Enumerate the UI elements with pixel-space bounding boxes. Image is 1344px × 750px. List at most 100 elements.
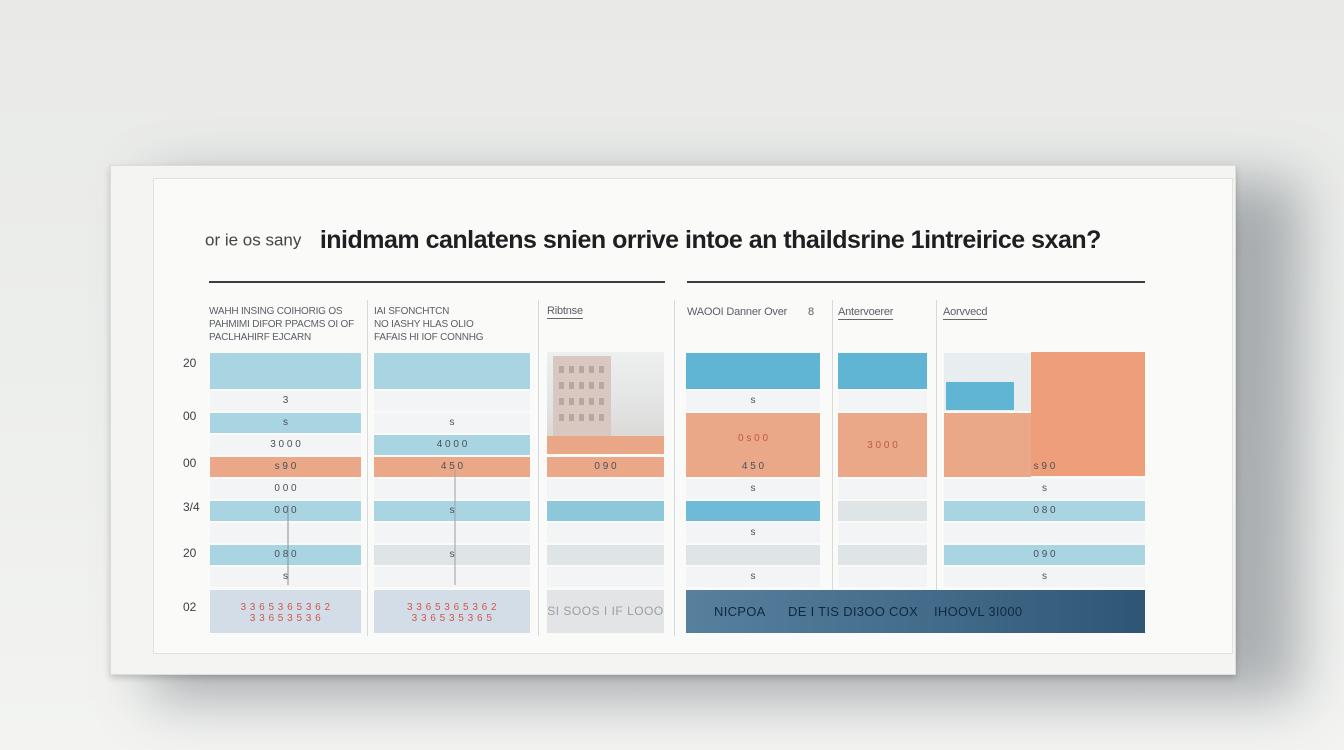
col1-band-7 [210,501,361,521]
col6-orange-block [1031,352,1145,476]
col2-band-10 [374,567,530,587]
title-rule-right [687,281,1145,283]
col2-header-line2: NO IASHY HLAS OLIO [374,319,474,330]
summary-left: NICPOA [714,604,766,619]
col3-band-3 [547,501,664,521]
col3-band-4 [547,523,664,543]
photo-floor [547,436,664,454]
col1-cell-e: 0 0 0 [274,483,297,494]
page-title: or ie os sany inidmam canlatens snien or… [205,226,1125,260]
col5-header: Antervoerer [838,306,893,320]
col4-band-7 [686,545,820,565]
row-label-6: 02 [183,600,197,614]
col2-footer: 3 3 6 5 3 6 5 3 6 2 3 3 6 5 3 5 3 6 5 [374,590,530,633]
title-rule-left [209,281,665,283]
row-label-5: 20 [183,546,197,560]
row-label-3: 00 [183,456,197,470]
col2-band-9 [374,545,530,565]
col2-band-6 [374,479,530,499]
col1-cell-c: 3 0 0 0 [270,439,301,450]
col4-band-6 [686,523,820,543]
col1-band-1 [210,353,361,389]
col4-cell-c: 4 5 0 [741,461,765,472]
col3-band-2 [547,479,664,499]
column-separator-3 [674,300,675,636]
col2-footer-line2: 3 3 6 5 3 5 3 6 5 [411,613,493,624]
col2-header: IAI SFONCHTCN NO IASHY HLAS OLIO FAFAIS … [374,305,484,344]
col6-band-3 [944,479,1145,499]
bar-chart-icon [946,382,1014,410]
col4-band-4 [686,479,820,499]
col4-band-2 [686,391,820,411]
col4-cell-e: s [750,527,756,538]
col2-cell-e: s [449,549,455,560]
col1-cell-h: s [283,571,288,582]
col2-cell-d: s [449,505,455,516]
row-label-4: 3/4 [183,500,200,514]
col1-header-line1: WAHH INSING COIHORIG OS [209,306,343,317]
row-label-1: 20 [183,356,197,370]
col1-cell-g: 0 8 0 [274,549,297,560]
cursor-mark-icon [287,505,289,585]
col1-header-line3: PACLHAHIRF EJCARN [209,332,311,343]
summary-right: IHOOVL 3I000 [934,604,1023,619]
col4b-header: 8 [808,306,814,319]
col3-band-5 [547,545,664,565]
summary-middle: DE I TIS DI3OO COX [788,604,919,619]
cursor-mark-icon [454,470,456,585]
col4-header-text: WAOOI Danner Over [687,306,788,318]
col2-header-line3: FAFAIS HI IOF CONNHG [374,332,484,343]
col6-band-5 [944,523,1145,543]
column-separator-5 [936,300,937,590]
col2-band-7 [374,501,530,521]
col4-cell-a: s [750,395,756,406]
col2-cell-a: s [449,417,455,428]
col1-cell-b: s [283,417,288,428]
col2-header-line1: IAI SFONCHTCN [374,306,450,317]
col3-footer-text: SI SOOS I IF LOOO [547,604,664,618]
col1-cell-d: s 9 0 [274,461,297,472]
col1-header-line2: PAHMIMI DIFOR PPACMS OI OF [209,319,354,330]
col6-cell-a: s [1042,483,1047,494]
row-label-2: 00 [183,409,197,423]
col5-cell-a: 3 0 0 0 [867,440,898,451]
col4-band-5 [686,501,820,521]
col1-band-3 [210,413,361,433]
col4-band-8 [686,567,820,587]
col5-band-5 [838,501,927,521]
col2-band-3 [374,413,530,433]
col2-band-5 [374,457,530,477]
col3-band-6 [547,567,664,587]
col6-cell-d: s [1042,571,1047,582]
col1-band-2 [210,391,361,411]
col4-cell-f: s [750,571,756,582]
col3-header: Ribtnse [547,305,583,319]
col2-cell-c: 4 5 0 [440,461,464,472]
col1-footer-line2: 3 3 6 5 3 5 3 6 [249,613,322,624]
column-separator-4 [832,300,833,590]
summary-bar: NICPOA DE I TIS DI3OO COX IHOOVL 3I000 [686,590,1145,633]
col1-header: WAHH INSING COIHORIG OS PAHMIMI DIFOR PP… [209,305,354,344]
col4-band-1 [686,353,820,389]
column-separator-1 [367,300,368,636]
col1-band-4 [210,435,361,455]
col1-band-9 [210,545,361,565]
col5-band-3 [838,413,927,477]
col5-band-7 [838,545,927,565]
col1-band-10 [210,567,361,587]
col5-band-2 [838,391,927,411]
col5-header-text: Antervoerer [838,306,894,318]
col3-footer: SI SOOS I IF LOOO [547,590,664,633]
col1-band-6 [210,479,361,499]
col1-footer: 3 3 6 5 3 6 5 3 6 2 3 3 6 5 3 5 3 6 [210,590,361,633]
col5-band-1 [838,353,927,389]
col4-cell-b: 0 s 0 0 [737,433,769,444]
col4b-header-text: 8 [808,306,814,318]
col2-band-8 [374,523,530,543]
col4-header: WAOOI Danner Over [687,306,787,319]
col6-band-4 [944,501,1145,521]
col1-cell-f: 0 0 0 [274,505,297,516]
col2-band-1 [374,353,530,389]
col1-band-8 [210,523,361,543]
